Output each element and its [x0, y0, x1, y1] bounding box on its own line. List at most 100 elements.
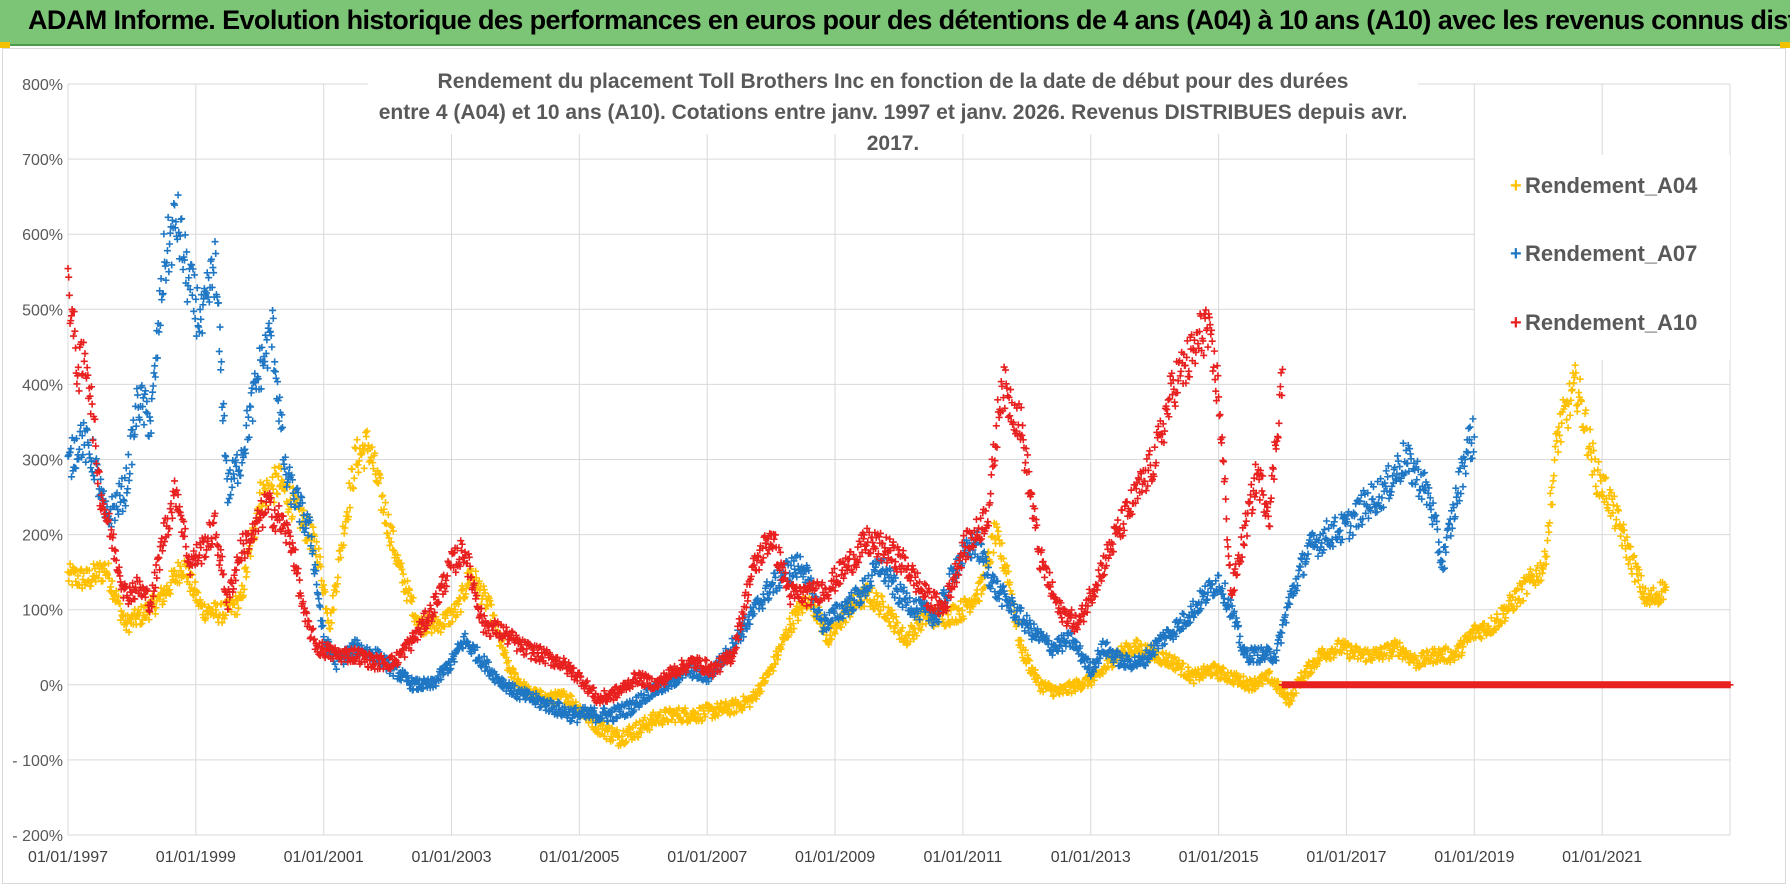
data-point — [826, 631, 834, 639]
data-point — [350, 474, 358, 482]
data-point — [256, 489, 264, 497]
x-tick-label: 01/01/2015 — [1179, 849, 1259, 866]
data-point — [248, 384, 256, 392]
data-point — [457, 608, 465, 616]
data-point — [64, 265, 72, 273]
data-point — [671, 718, 679, 726]
data-point — [239, 592, 247, 600]
data-point — [1323, 517, 1331, 525]
data-point — [202, 553, 210, 561]
data-point — [1434, 549, 1442, 557]
data-point — [475, 577, 483, 585]
data-point — [786, 615, 794, 623]
y-tick-label: - 200% — [12, 828, 63, 845]
data-point — [205, 274, 213, 282]
data-point — [1394, 457, 1402, 465]
x-tick-label: 01/01/2001 — [284, 849, 364, 866]
data-point — [132, 422, 140, 430]
data-point — [1465, 424, 1473, 432]
x-tick-label: 01/01/1999 — [156, 849, 236, 866]
data-point — [1551, 456, 1559, 464]
data-point — [75, 387, 83, 395]
data-point — [1570, 374, 1578, 382]
data-point — [774, 651, 782, 659]
data-point — [1550, 472, 1558, 480]
data-point — [354, 468, 362, 476]
data-point — [1369, 495, 1377, 503]
data-point — [1137, 640, 1145, 648]
data-point — [1573, 407, 1581, 415]
data-point — [1026, 657, 1034, 665]
data-point — [641, 714, 649, 722]
data-point — [160, 597, 168, 605]
data-point — [136, 608, 144, 616]
data-point — [165, 268, 173, 276]
data-point — [211, 238, 219, 246]
data-point — [112, 587, 120, 595]
data-point — [242, 421, 250, 429]
data-point — [108, 493, 116, 501]
data-point — [274, 490, 282, 498]
data-point — [150, 369, 158, 377]
data-point — [249, 417, 257, 425]
data-point — [210, 269, 218, 277]
data-point — [326, 625, 334, 633]
data-point — [1462, 470, 1470, 478]
data-point — [894, 619, 902, 627]
data-point — [315, 545, 323, 553]
data-point — [72, 344, 80, 352]
data-point — [484, 602, 492, 610]
data-point — [353, 436, 361, 444]
data-point — [1175, 656, 1183, 664]
data-point — [397, 559, 405, 567]
data-point — [955, 610, 963, 618]
data-point — [340, 541, 348, 549]
data-point — [944, 611, 952, 619]
data-point — [622, 737, 630, 745]
data-point — [271, 358, 279, 366]
data-point — [1004, 568, 1012, 576]
data-point — [152, 604, 160, 612]
data-point — [350, 484, 358, 492]
data-point — [828, 635, 836, 643]
data-point — [769, 667, 777, 675]
data-point — [409, 594, 417, 602]
data-point — [161, 262, 169, 270]
data-point — [384, 511, 392, 519]
data-point — [193, 587, 201, 595]
data-point — [382, 520, 390, 528]
data-point — [994, 527, 1002, 535]
data-point — [227, 491, 235, 499]
data-point — [1056, 690, 1064, 698]
data-point — [993, 523, 1001, 531]
data-point — [212, 250, 220, 258]
data-point — [364, 441, 372, 449]
data-point — [122, 464, 130, 472]
data-point — [459, 585, 467, 593]
data-point — [1195, 669, 1203, 677]
data-point — [111, 591, 119, 599]
data-point — [142, 408, 150, 416]
data-point — [1464, 449, 1472, 457]
data-point — [732, 708, 740, 716]
y-tick-label: 400% — [22, 377, 63, 394]
data-point — [464, 580, 472, 588]
data-point — [1610, 501, 1618, 509]
data-point — [193, 284, 201, 292]
data-point — [321, 588, 329, 596]
data-point — [1384, 473, 1392, 481]
data-point — [1427, 505, 1435, 513]
data-point — [481, 589, 489, 597]
data-point — [80, 569, 88, 577]
data-point — [1031, 666, 1039, 674]
data-point — [176, 579, 184, 587]
x-tick-label: 01/01/1997 — [28, 849, 108, 866]
data-point — [1179, 659, 1187, 667]
data-point — [989, 549, 997, 557]
data-point — [213, 541, 221, 549]
data-point — [163, 582, 171, 590]
data-point — [1557, 438, 1565, 446]
data-point — [1211, 661, 1219, 669]
data-point — [128, 461, 136, 469]
